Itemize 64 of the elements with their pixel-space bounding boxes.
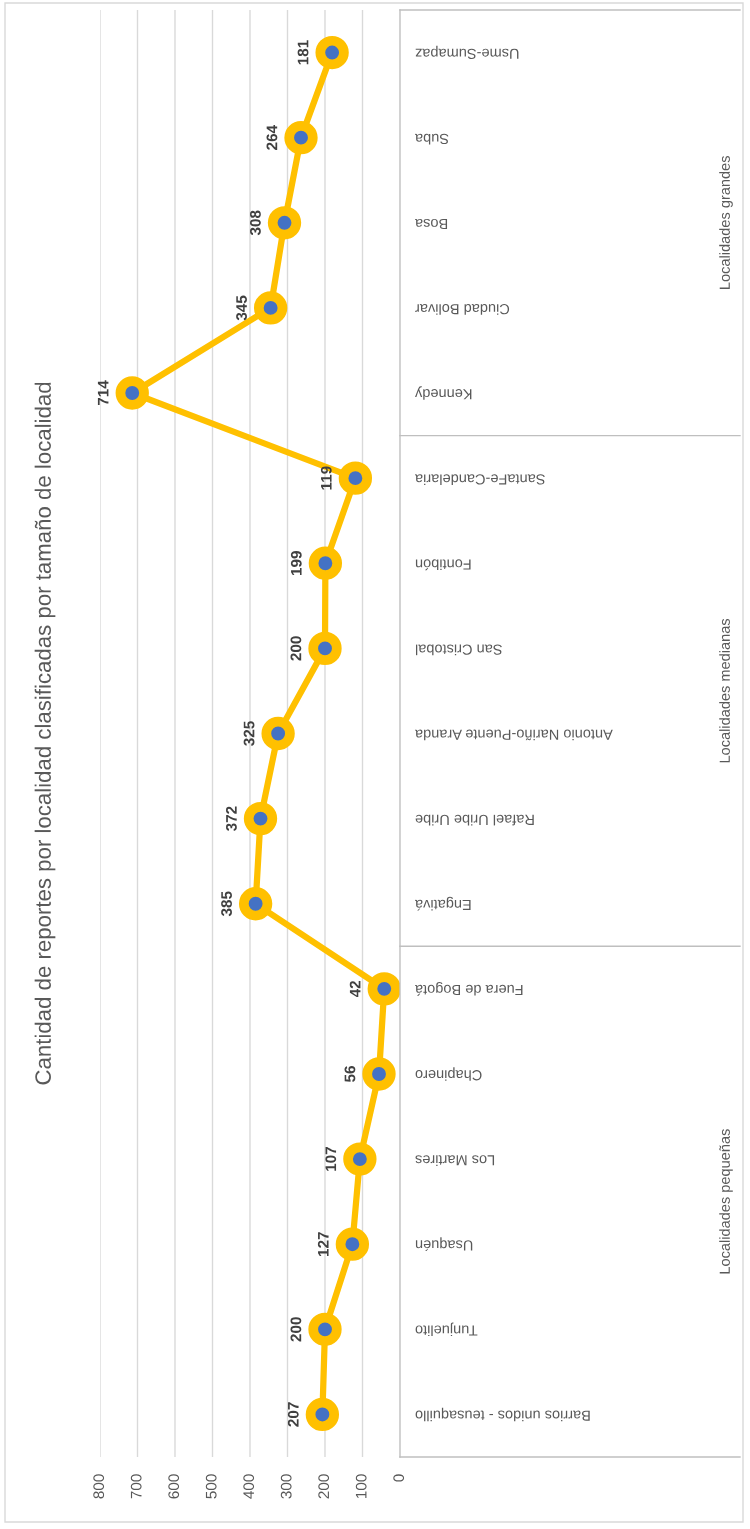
- y-tick-label: SantaFe-Candelaria: [414, 474, 545, 485]
- x-tick-label: 0: [393, 1474, 405, 1482]
- y-tick-label: Usme-Sumapaz: [415, 45, 519, 59]
- point: [335, 1227, 370, 1261]
- x-tick-label: 500: [205, 1474, 217, 1499]
- y-tick-label: Barrios unidos - teusaquillo: [415, 1407, 590, 1422]
- data-label: 264: [266, 125, 278, 150]
- point: [261, 716, 295, 751]
- text: Localidades medianas: [719, 618, 730, 763]
- data-label: 119: [320, 466, 332, 490]
- point: [267, 206, 302, 240]
- y-tick-label: Engativá: [415, 896, 471, 911]
- data-label: 308: [250, 210, 261, 236]
- data-label: 107: [325, 1147, 337, 1171]
- point: [367, 972, 400, 1006]
- y-tick-label: Los Martires: [415, 1155, 495, 1166]
- point: [338, 461, 373, 495]
- data-label: 385: [221, 891, 232, 917]
- y-tick-label: Ciudad Bolivar: [415, 304, 510, 315]
- y-tick-label: Suba: [415, 133, 449, 145]
- data-label: 372: [226, 806, 237, 832]
- y-tick-label: Chapinero: [415, 1067, 482, 1081]
- y-tick-label: Kennedy: [415, 386, 472, 400]
- point: [308, 546, 343, 580]
- point: [115, 376, 149, 410]
- point: [305, 1397, 340, 1432]
- y-tick-label: Bosa: [415, 218, 448, 230]
- data-label: 199: [290, 551, 302, 576]
- y-tick-label: Usaquén: [415, 1237, 473, 1252]
- x-tick-label: 300: [280, 1474, 292, 1499]
- data-label: 181: [297, 40, 309, 65]
- x-tick-label: 400: [243, 1474, 255, 1499]
- point: [284, 121, 318, 155]
- point: [308, 631, 342, 666]
- data-label: 200: [290, 636, 302, 661]
- x-tick-label: 200: [318, 1474, 330, 1499]
- x-tick-label: 600: [168, 1474, 180, 1499]
- data-label: 200: [290, 1317, 302, 1342]
- point: [343, 1142, 377, 1176]
- text: Localidades grandes: [719, 156, 733, 289]
- data-label: 345: [236, 295, 247, 321]
- y-tick-label: Antonio Nariño-Puente Aranda: [414, 729, 613, 741]
- text: Cantidad de reportes por localidad clasificadas por tamaño de localidad: [34, 382, 56, 1085]
- point: [315, 35, 349, 70]
- data-label: 42: [349, 980, 361, 998]
- point: [253, 291, 288, 325]
- point: [243, 801, 278, 836]
- y-tick-label: Fontibón: [415, 559, 471, 571]
- text: Localidades pequeñas: [719, 1129, 733, 1274]
- x-tick-label: 700: [130, 1474, 142, 1499]
- x-tick-label: 100: [355, 1474, 367, 1498]
- y-tick-label: San Cristobal: [415, 644, 502, 656]
- point: [308, 1312, 342, 1346]
- data-label: 56: [344, 1066, 356, 1082]
- y-tick-label: Rafael Uribe Uribe: [415, 814, 534, 826]
- point: [238, 887, 273, 921]
- x-tick-label: 800: [93, 1474, 105, 1499]
- data-label: 207: [287, 1402, 299, 1427]
- data-label: 127: [317, 1232, 329, 1256]
- data-label: 325: [243, 721, 255, 746]
- point: [362, 1057, 396, 1091]
- y-tick-label: Fuera de Bogotá: [414, 981, 523, 996]
- y-tick-label: Tunjuelito: [415, 1322, 478, 1337]
- data-label: 714: [97, 380, 109, 406]
